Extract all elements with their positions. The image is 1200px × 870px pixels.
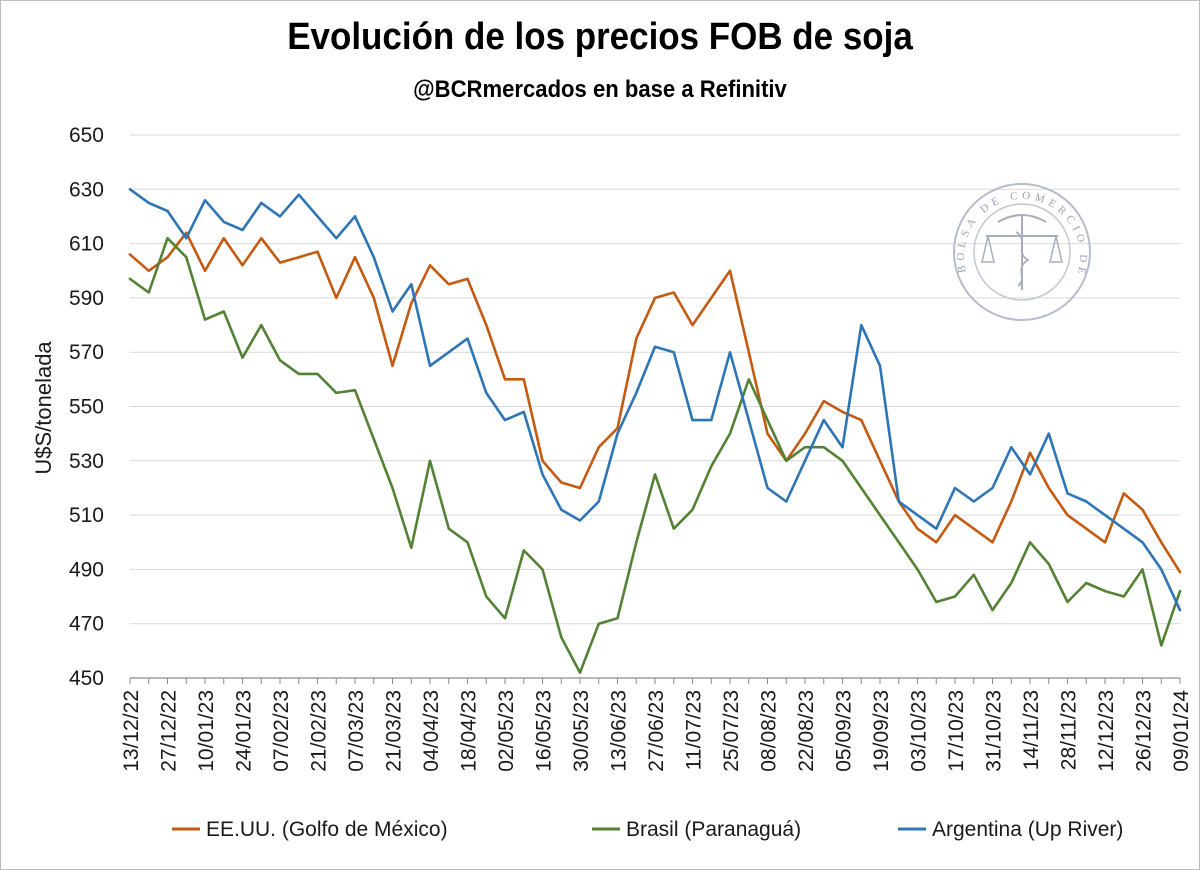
x-tick-label: 05/09/23 [833, 690, 856, 772]
x-tick-label: 27/06/23 [645, 690, 668, 772]
x-tick-label: 07/03/23 [345, 690, 368, 772]
x-tick-label: 27/12/22 [158, 690, 181, 772]
x-tick-label: 24/01/23 [233, 690, 256, 772]
x-tick-label: 14/11/23 [1020, 690, 1043, 770]
seal-serpent [1015, 231, 1030, 287]
x-tick-label: 28/11/23 [1058, 690, 1081, 770]
x-tick-label: 17/10/23 [945, 690, 968, 772]
x-tick-label: 21/03/23 [383, 690, 406, 772]
x-tick-label: 22/08/23 [795, 690, 818, 772]
y-tick-label: 530 [69, 450, 104, 473]
legend: EE.UU. (Golfo de México) Brasil (Paranagu… [172, 818, 1123, 841]
y-tick-label: 510 [69, 504, 104, 527]
series-line-2 [128, 236, 1182, 674]
series-line-3 [128, 188, 1182, 612]
y-tick-label: 470 [69, 613, 104, 636]
y-tick-label: 650 [69, 124, 104, 147]
y-tick-label: 630 [69, 178, 104, 201]
x-tick-label: 10/01/23 [195, 690, 218, 772]
y-tick-label: 610 [69, 233, 104, 256]
x-tick-label: 30/05/23 [570, 690, 593, 772]
legend-label: Argentina (Up River) [932, 818, 1123, 841]
x-tick-label: 04/04/23 [420, 690, 443, 772]
seal-outer-ring [953, 183, 1091, 321]
x-tick-label: 07/02/23 [270, 690, 293, 772]
seal-wings [997, 214, 1047, 223]
x-tick-label: 11/07/23 [683, 690, 706, 770]
y-tick-label: 550 [69, 396, 104, 419]
x-tick-label: 12/12/23 [1095, 690, 1118, 772]
x-tick-label: 16/05/23 [533, 690, 556, 772]
x-tick-label: 08/08/23 [758, 690, 781, 772]
x-tick-label: 09/01/24 [1170, 690, 1193, 772]
bcr-seal-logo: BOLSA DE COMERCIO DE ROSARIO [953, 183, 1091, 321]
x-tick-label: 18/04/23 [458, 690, 481, 772]
y-tick-labels: 450 470 490 510 530 550 570 590 610 630 650 [69, 124, 104, 690]
x-tick-label: 21/02/23 [308, 690, 331, 772]
x-tick-label: 02/05/23 [495, 690, 518, 772]
x-tick-label: 26/12/23 [1133, 690, 1156, 772]
series-line-1 [128, 231, 1182, 574]
y-tick-label: 490 [69, 558, 104, 581]
legend-label: Brasil (Paranaguá) [626, 818, 801, 841]
y-tick-label: 450 [69, 667, 104, 690]
x-tick-label: 13/06/23 [608, 690, 631, 772]
seal-scale-left [981, 235, 995, 263]
x-axis [129, 677, 1181, 684]
y-tick-label: 590 [69, 287, 104, 310]
x-tick-label: 13/12/22 [120, 690, 143, 772]
x-tick-labels: 13/12/22 27/12/22 10/01/23 24/01/23 07/02/23… [120, 690, 1193, 772]
seal-inner-ring [973, 203, 1071, 301]
chart-title: Evolución de los precios FOB de soja [287, 16, 913, 58]
chart-subtitle: @BCRmercados en base a Refinitiv [413, 76, 787, 103]
x-tick-label: 25/07/23 [720, 690, 743, 772]
x-tick-label: 19/09/23 [870, 690, 893, 772]
x-tick-label: 31/10/23 [983, 690, 1006, 772]
y-axis-label: U$S/tonelada [31, 341, 56, 475]
legend-label: EE.UU. (Golfo de México) [206, 818, 448, 841]
x-tick-label: 03/10/23 [908, 690, 931, 772]
series-lines [128, 188, 1182, 674]
seal-scale-right [1049, 235, 1063, 263]
y-tick-label: 570 [69, 341, 104, 364]
